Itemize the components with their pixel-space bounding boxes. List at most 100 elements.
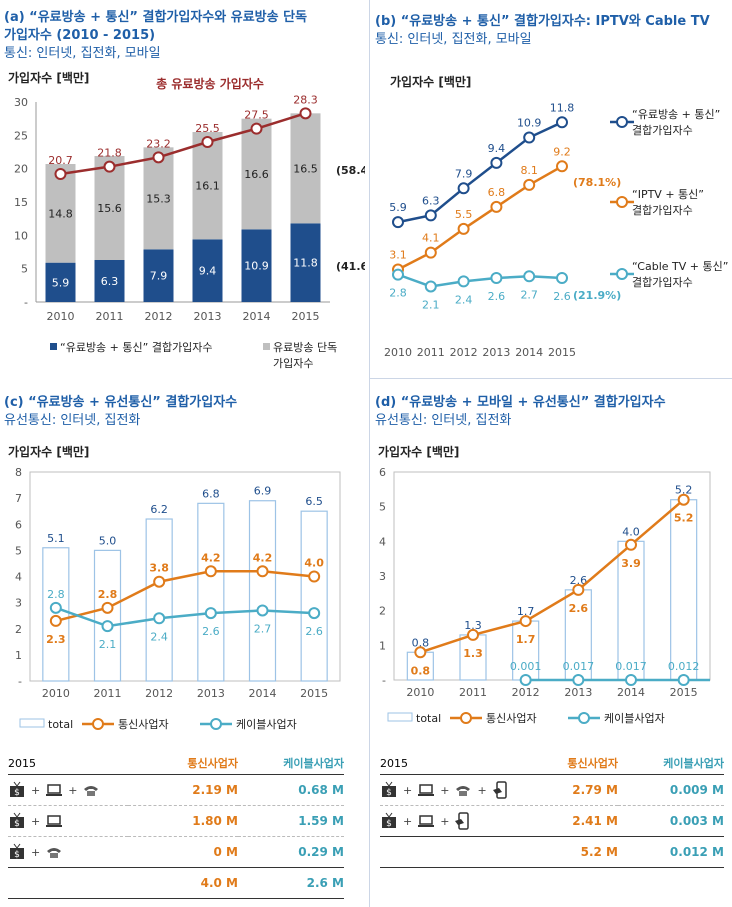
bar-bundle [192,239,223,302]
y-tick-label: 5 [379,501,386,514]
table-c-cable-value: 1.59 M [298,814,344,828]
y-tick-label: 20 [14,163,28,176]
y-tick-label: 4 [379,535,386,548]
telco-point [101,601,114,614]
series-value-label: 2.8 [389,287,407,300]
chart-c: 가입자수 [백만] - 1 2 3 4 5 6 7 8 5.1 2010 5.0 2011 6.2 2012 6… [8,444,341,731]
cable-value-label: 2.7 [254,622,272,635]
cable-point [572,674,585,686]
laptop-icon [418,784,435,796]
plot-frame [393,471,711,681]
x-tick-label: 2011 [94,687,122,700]
x-tick-label: 2012 [450,346,478,359]
svg-text:$: $ [14,819,20,829]
legend-iptv-marker [616,196,628,208]
y-axis-label: 가입자수 [백만] [390,74,471,89]
total-line [60,112,306,176]
series-point [424,209,437,222]
bar-standalone [45,164,76,263]
panel-c-title: (c) “유료방송 + 유선통신” 결합가입자수 [4,395,238,410]
x-tick-label: 2013 [197,687,225,700]
y-tick-label: 15 [14,196,28,209]
standalone-value-label: 15.6 [97,202,122,215]
cable-value-label: 0.017 [563,660,595,673]
cable-value-label: 2.6 [202,625,220,638]
total-value-label: 6.2 [150,503,168,516]
y-tick-label: - [382,674,386,687]
series-value-label: 7.9 [455,167,473,180]
series-point [490,272,503,284]
bar-standalone [192,132,223,240]
total-point [299,107,312,120]
cable-value-label: 0.017 [615,660,647,673]
total-value-label: 25.5 [195,122,220,135]
x-tick-label: 2013 [564,686,592,699]
x-tick-label: 2015 [548,346,576,359]
standalone-value-label: 16.1 [195,180,220,193]
series-point [523,131,536,144]
tv-icon: $ [10,781,24,798]
total-bar [617,540,645,681]
x-tick-label: 2012 [145,310,173,323]
series-value-label: 3.1 [389,249,407,262]
table-d-telco-value: 2.79 M [572,783,618,797]
table-d-cable-value: 0.012 M [669,845,724,859]
bar-bundle [45,262,76,302]
total-value-label: 20.7 [48,154,73,167]
bar-bundle [143,249,174,302]
table-c-cable-value: 0.29 M [298,845,344,859]
legend-cable-marker [578,712,590,724]
telco-point [414,646,427,659]
x-tick-label: 2015 [670,686,698,699]
y-tick-label: 4 [15,571,22,584]
telco-point [572,583,585,596]
table-d-row: $ + + +2.79 M 0.009 M [380,775,724,806]
legend-total-marker [616,116,628,128]
table-c-cable-value: 2.6 M [306,876,344,890]
cable-value-label: 2.4 [150,630,168,643]
bundle-value-label: 10.9 [244,260,269,273]
standalone-share-annotation: (58.4%) [336,164,365,177]
x-tick-label: 2014 [617,686,645,699]
bar-bundle [94,260,125,302]
y-tick-label: 30 [14,96,28,109]
legend-cable-label: 케이블사업자 [604,712,665,725]
total-value-label: 4.0 [622,525,640,538]
table-c-row-icons: $ + [8,806,128,837]
total-point [103,160,116,173]
panel-b-subtitle: 통신: 인터넷, 집전화, 모바일 [375,32,532,47]
legend-cable-label: 케이블사업자 [236,718,297,731]
total-bar [512,620,540,681]
standalone-value-label: 15.3 [146,192,171,205]
x-tick-label: 2015 [292,310,320,323]
cable-point [677,674,690,686]
plus-sign: + [68,783,78,797]
chart-b: 가입자수 [백만] 5.9 6.3 7.9 9.4 10.9 11.8 3.1 4.1 5.5 6.… [384,74,728,359]
total-value-label: 28.3 [293,93,318,106]
series-point [523,178,536,191]
legend-iptv-label: “IPTV + 통신” [632,188,704,201]
series-point [457,222,470,235]
legend-cable-label-2: 결합가입자수 [632,276,693,289]
telco-point [625,538,637,551]
table-c-row: $ +1.80 M 1.59 M [8,805,344,837]
total-value-label: 6.8 [202,487,220,500]
total-bar [670,499,698,681]
cable-share-annotation: (21.9%) [573,289,621,302]
total-bar [93,549,122,682]
y-tick-label: - [18,675,22,688]
y-axis-label: 가입자수 [백만] [8,70,89,85]
table-c-row: $ +0 M 0.29 M [8,836,344,868]
laptop-icon [418,815,435,827]
x-tick-label: 2011 [96,310,124,323]
series-point [556,272,568,284]
table-c-header: 2015 통신사업자 케이블사업자 [8,752,344,775]
x-tick-label: 2010 [42,687,70,700]
table-d-row-icons: $ + + + [380,775,520,806]
svg-text:$: $ [386,819,392,829]
total-value-label: 1.3 [464,619,482,632]
bundle-value-label: 7.9 [150,270,168,283]
x-tick-label: 2013 [482,346,510,359]
total-bar [248,500,277,682]
total-bar [459,634,487,681]
